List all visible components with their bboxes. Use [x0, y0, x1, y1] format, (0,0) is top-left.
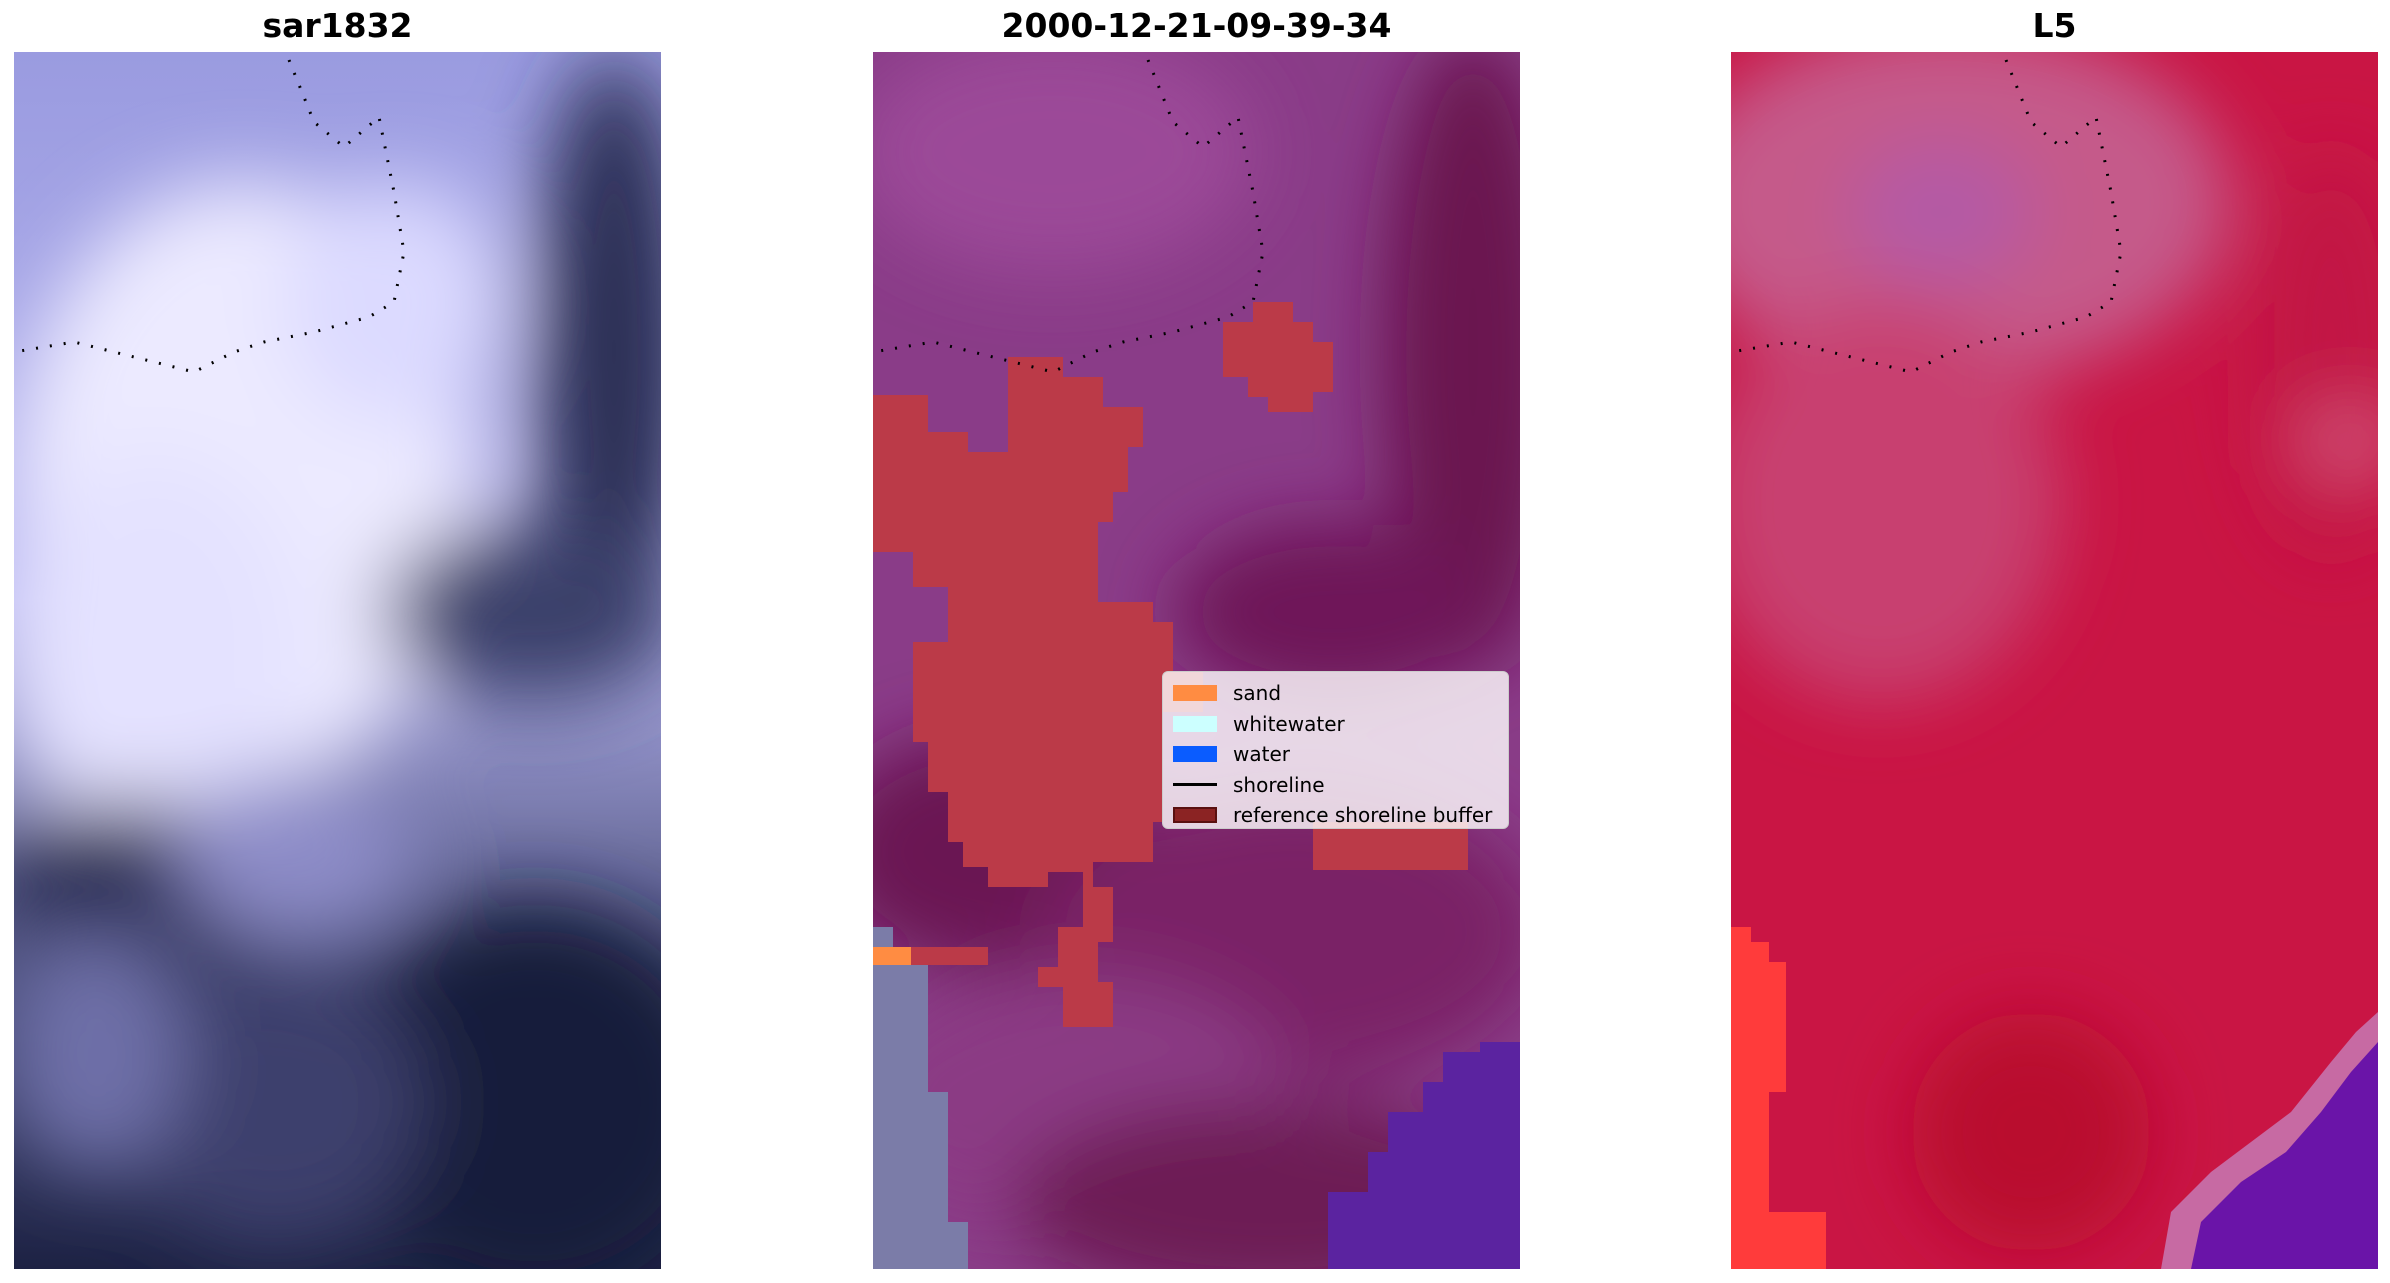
legend-item-water: water — [1173, 739, 1498, 770]
sand-pixel — [873, 947, 911, 965]
buffer-region-right — [1313, 822, 1468, 870]
classified-image — [873, 52, 1520, 1269]
legend-item-buffer: reference shoreline buffer — [1173, 800, 1498, 831]
classified-image-panel — [873, 52, 1520, 1269]
l5-image — [1731, 52, 2378, 1269]
legend-label-whitewater: whitewater — [1233, 711, 1345, 736]
legend-label-buffer: reference shoreline buffer — [1233, 803, 1493, 828]
legend-swatch-sand — [1173, 685, 1217, 702]
legend-swatch-whitewater — [1173, 715, 1217, 732]
legend-item-shoreline: shoreline — [1173, 770, 1498, 801]
water-region — [1328, 1042, 1520, 1269]
legend-label-sand: sand — [1233, 681, 1282, 706]
buffer-region-upper — [1223, 302, 1333, 412]
sar-image-panel — [14, 52, 661, 1269]
legend-item-sand: sand — [1173, 678, 1498, 709]
sar-image — [14, 52, 661, 1269]
legend-line-shoreline — [1173, 783, 1217, 787]
water-purple — [2191, 1042, 2378, 1269]
legend-label-water: water — [1233, 742, 1290, 767]
legend-swatch-buffer — [1173, 807, 1217, 824]
l5-image-panel — [1731, 52, 2378, 1269]
legend: sand whitewater water shoreline referenc… — [1162, 671, 1509, 829]
legend-item-whitewater: whitewater — [1173, 709, 1498, 740]
legend-swatch-water — [1173, 746, 1217, 763]
bright-red-edge — [1731, 927, 1826, 1269]
panel-title-l5: L5 — [2032, 6, 2077, 45]
legend-label-shoreline: shoreline — [1233, 772, 1325, 797]
left-edge-strip — [873, 927, 968, 1269]
panel-title-sar: sar1832 — [262, 6, 413, 45]
panel-title-date: 2000-12-21-09-39-34 — [1001, 6, 1392, 45]
buffer-region-main — [873, 357, 1203, 1027]
